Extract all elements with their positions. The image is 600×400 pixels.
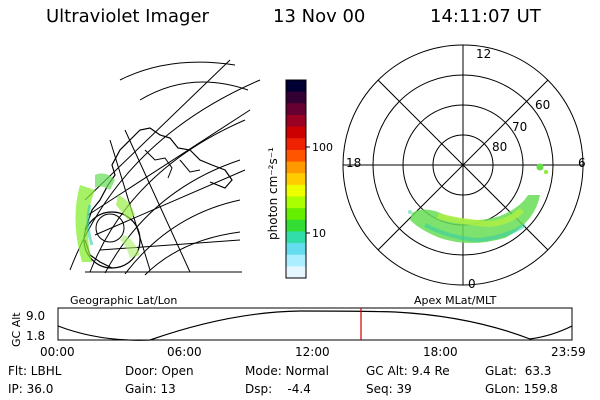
- colorbar-segment: [286, 231, 306, 244]
- gc-altitude-curve: [57, 310, 573, 341]
- gc-xtick-1800: 18:00: [423, 345, 458, 359]
- colorbar-segment: [286, 126, 306, 139]
- gc-xtick-0600: 06:00: [167, 345, 202, 359]
- gc-xtick-1200: 12:00: [295, 345, 330, 359]
- mlat-label-70: 70: [512, 120, 527, 134]
- colorbar-segment: [286, 208, 306, 221]
- colorbar-tick-label-100: 100: [312, 141, 333, 154]
- colorbar-tick-label-10: 10: [312, 227, 326, 240]
- gc-xtick-2359: 23:59: [551, 345, 586, 359]
- info-glat: GLat: 63.3: [485, 364, 552, 378]
- polar-panel-label: Apex MLat/MLT: [414, 294, 497, 307]
- gc-plot-frame: [57, 307, 573, 341]
- colorbar-segment: [286, 161, 306, 174]
- time-label: 14:11:07 UT: [430, 6, 541, 27]
- geographic-panel-label: Geographic Lat/Lon: [70, 294, 177, 307]
- colorbar: [286, 80, 306, 279]
- colorbar-segment: [286, 184, 306, 198]
- colorbar-segment: [286, 149, 306, 163]
- info-door: Door: Open: [125, 364, 194, 378]
- mlt-label-18: 18: [346, 156, 361, 170]
- gc-ytick-1-8: 1.8: [26, 329, 45, 343]
- colorbar-segment: [286, 103, 306, 116]
- colorbar-segment: [286, 254, 306, 267]
- gc-xtick-0000: 00:00: [40, 345, 75, 359]
- mlt-label-0: 0: [468, 277, 476, 291]
- polar-aurora-oval: [408, 163, 548, 243]
- info-dsp: Dsp: -4.4: [245, 382, 311, 396]
- mlt-label-12: 12: [476, 47, 491, 61]
- gc-ytick-9: 9.0: [26, 309, 45, 323]
- colorbar-segment: [286, 138, 306, 151]
- colorbar-segment: [286, 219, 306, 233]
- colorbar-segment: [286, 173, 306, 186]
- geo-aurora-emission: [75, 173, 140, 262]
- geographic-map: [69, 59, 261, 276]
- colorbar-frame: [285, 79, 307, 279]
- info-seq: Seq: 39: [366, 382, 412, 396]
- colorbar-segment: [286, 266, 306, 279]
- mlat-label-60: 60: [535, 98, 550, 112]
- info-ip: IP: 36.0: [8, 382, 54, 396]
- colorbar-segment: [286, 91, 306, 104]
- polar-grid: [342, 44, 584, 286]
- info-mode: Mode: Normal: [245, 364, 329, 378]
- instrument-title: Ultraviolet Imager: [46, 6, 209, 27]
- colorbar-label: photon cm⁻²s⁻¹: [266, 147, 280, 240]
- mlat-label-80: 80: [492, 140, 507, 154]
- colorbar-segment: [286, 196, 306, 209]
- info-glon: GLon: 159.8: [485, 382, 558, 396]
- date-label: 13 Nov 00: [273, 6, 366, 27]
- info-flt: Flt: LBHL: [8, 364, 62, 378]
- colorbar-segment: [286, 80, 306, 93]
- colorbar-segment: [286, 114, 306, 128]
- mlt-label-6: 6: [578, 156, 586, 170]
- colorbar-segment: [286, 243, 306, 256]
- info-gc-alt: GC Alt: 9.4 Re: [366, 364, 450, 378]
- gc-plot-ylabel: GC Alt: [10, 312, 23, 347]
- info-gain: Gain: 13: [125, 382, 176, 396]
